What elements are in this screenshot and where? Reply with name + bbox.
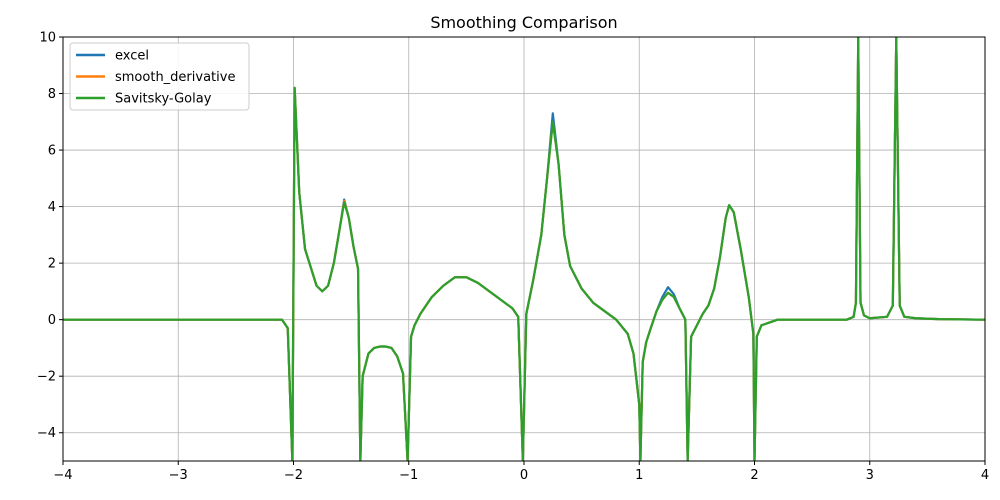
x-tick-label: 1: [635, 468, 643, 483]
x-tick-label: −3: [169, 468, 188, 483]
legend-label: excel: [115, 49, 149, 64]
y-tick-label: 10: [39, 31, 56, 46]
y-tick-label: 0: [48, 313, 56, 328]
series-layer: [63, 37, 985, 461]
y-tick-label: −4: [37, 426, 56, 441]
legend-box: [69, 42, 250, 111]
y-tick-label: 2: [48, 257, 56, 272]
chart-title: Smoothing Comparison: [430, 13, 617, 32]
x-tick-label: −2: [284, 468, 303, 483]
legend-label: Savitsky-Golay: [115, 92, 212, 107]
x-tick-label: 3: [866, 468, 874, 483]
x-tick-label: −1: [399, 468, 418, 483]
y-tick-label: 4: [48, 200, 56, 215]
y-tick-label: −2: [37, 370, 56, 385]
x-tick-label: 4: [981, 468, 989, 483]
x-tick-label: 0: [520, 468, 528, 483]
x-tick-label: 2: [750, 468, 758, 483]
y-tick-label: 6: [48, 144, 56, 159]
legend-label: smooth_derivative: [115, 70, 235, 85]
x-tick-label: −4: [53, 468, 72, 483]
legend: excel smooth_derivative Savitsky-Golay: [69, 42, 250, 111]
series-line-savitsky-golay: [63, 37, 985, 461]
tick-layer: −4 −3 −2 −1 0 1 2 3 4 −4 −2 0 2 4 6 8 10: [37, 31, 989, 484]
y-tick-label: 8: [48, 87, 56, 102]
